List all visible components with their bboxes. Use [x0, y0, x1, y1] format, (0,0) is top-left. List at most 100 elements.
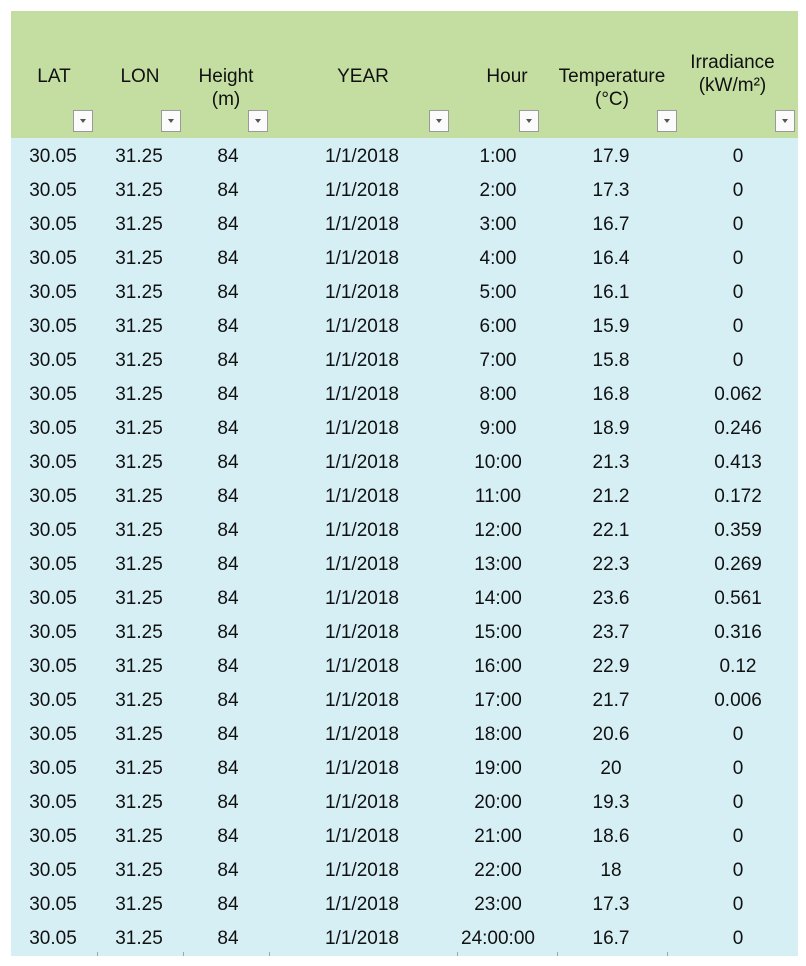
cell-hour[interactable]: 15:00: [474, 622, 522, 643]
cell-irradiance[interactable]: 0: [732, 894, 744, 915]
cell-lon[interactable]: 31.25: [115, 622, 163, 643]
cell-irradiance[interactable]: 0.12: [719, 656, 757, 677]
cell-temperature[interactable]: 18.6: [592, 826, 630, 847]
cell-hour[interactable]: 6:00: [479, 316, 517, 337]
cell-irradiance[interactable]: 0: [732, 724, 744, 745]
cell-lat[interactable]: 30.05: [29, 452, 77, 473]
filter-dropdown-icon[interactable]: [161, 110, 181, 132]
cell-temperature[interactable]: 22.1: [592, 520, 630, 541]
cell-height[interactable]: 84: [217, 826, 239, 847]
cell-year[interactable]: 1/1/2018: [325, 792, 399, 813]
cell-lon[interactable]: 31.25: [115, 588, 163, 609]
cell-temperature[interactable]: 22.9: [592, 656, 630, 677]
cell-irradiance[interactable]: 0: [732, 146, 744, 167]
cell-lon[interactable]: 31.25: [115, 180, 163, 201]
cell-height[interactable]: 84: [217, 860, 239, 881]
cell-height[interactable]: 84: [217, 316, 239, 337]
cell-hour[interactable]: 24:00:00: [461, 928, 535, 949]
cell-hour[interactable]: 7:00: [479, 350, 517, 371]
cell-lon[interactable]: 31.25: [115, 316, 163, 337]
cell-height[interactable]: 84: [217, 928, 239, 949]
cell-lat[interactable]: 30.05: [29, 350, 77, 371]
cell-temperature[interactable]: 21.7: [592, 690, 630, 711]
filter-dropdown-icon[interactable]: [73, 110, 93, 132]
cell-lat[interactable]: 30.05: [29, 690, 77, 711]
cell-lon[interactable]: 31.25: [115, 486, 163, 507]
cell-irradiance[interactable]: 0: [732, 282, 744, 303]
cell-year[interactable]: 1/1/2018: [325, 622, 399, 643]
cell-year[interactable]: 1/1/2018: [325, 384, 399, 405]
cell-lon[interactable]: 31.25: [115, 554, 163, 575]
cell-year[interactable]: 1/1/2018: [325, 180, 399, 201]
cell-irradiance[interactable]: 0: [732, 792, 744, 813]
cell-year[interactable]: 1/1/2018: [325, 554, 399, 575]
cell-height[interactable]: 84: [217, 724, 239, 745]
cell-lat[interactable]: 30.05: [29, 146, 77, 167]
cell-lon[interactable]: 31.25: [115, 282, 163, 303]
cell-irradiance[interactable]: 0.316: [714, 622, 762, 643]
cell-irradiance[interactable]: 0: [732, 758, 744, 779]
cell-year[interactable]: 1/1/2018: [325, 588, 399, 609]
cell-temperature[interactable]: 17.9: [592, 146, 630, 167]
cell-lat[interactable]: 30.05: [29, 758, 77, 779]
cell-lat[interactable]: 30.05: [29, 928, 77, 949]
cell-lon[interactable]: 31.25: [115, 792, 163, 813]
cell-irradiance[interactable]: 0: [732, 180, 744, 201]
cell-year[interactable]: 1/1/2018: [325, 826, 399, 847]
cell-height[interactable]: 84: [217, 588, 239, 609]
cell-irradiance[interactable]: 0: [732, 248, 744, 269]
cell-lon[interactable]: 31.25: [115, 690, 163, 711]
cell-temperature[interactable]: 18: [600, 860, 622, 881]
cell-hour[interactable]: 18:00: [474, 724, 522, 745]
cell-temperature[interactable]: 20: [600, 758, 622, 779]
cell-hour[interactable]: 1:00: [479, 146, 517, 167]
cell-lon[interactable]: 31.25: [115, 418, 163, 439]
cell-year[interactable]: 1/1/2018: [325, 860, 399, 881]
cell-lon[interactable]: 31.25: [115, 452, 163, 473]
cell-year[interactable]: 1/1/2018: [325, 146, 399, 167]
cell-height[interactable]: 84: [217, 384, 239, 405]
cell-height[interactable]: 84: [217, 622, 239, 643]
filter-dropdown-icon[interactable]: [429, 110, 449, 132]
cell-height[interactable]: 84: [217, 554, 239, 575]
cell-lat[interactable]: 30.05: [29, 792, 77, 813]
cell-hour[interactable]: 3:00: [479, 214, 517, 235]
cell-temperature[interactable]: 23.6: [592, 588, 630, 609]
cell-lat[interactable]: 30.05: [29, 486, 77, 507]
cell-hour[interactable]: 12:00: [474, 520, 522, 541]
cell-lat[interactable]: 30.05: [29, 520, 77, 541]
cell-hour[interactable]: 20:00: [474, 792, 522, 813]
cell-hour[interactable]: 13:00: [474, 554, 522, 575]
cell-height[interactable]: 84: [217, 758, 239, 779]
cell-irradiance[interactable]: 0.269: [714, 554, 762, 575]
cell-temperature[interactable]: 15.9: [592, 316, 630, 337]
cell-lon[interactable]: 31.25: [115, 894, 163, 915]
cell-lat[interactable]: 30.05: [29, 248, 77, 269]
cell-height[interactable]: 84: [217, 282, 239, 303]
cell-temperature[interactable]: 17.3: [592, 894, 630, 915]
cell-lon[interactable]: 31.25: [115, 146, 163, 167]
cell-hour[interactable]: 14:00: [474, 588, 522, 609]
cell-lon[interactable]: 31.25: [115, 928, 163, 949]
cell-irradiance[interactable]: 0.246: [714, 418, 762, 439]
filter-dropdown-icon[interactable]: [775, 110, 795, 132]
cell-height[interactable]: 84: [217, 520, 239, 541]
cell-temperature[interactable]: 18.9: [592, 418, 630, 439]
cell-temperature[interactable]: 16.4: [592, 248, 630, 269]
cell-irradiance[interactable]: 0.359: [714, 520, 762, 541]
cell-hour[interactable]: 9:00: [479, 418, 517, 439]
cell-irradiance[interactable]: 0: [732, 928, 744, 949]
cell-lat[interactable]: 30.05: [29, 180, 77, 201]
cell-year[interactable]: 1/1/2018: [325, 418, 399, 439]
cell-height[interactable]: 84: [217, 452, 239, 473]
cell-irradiance[interactable]: 0.006: [714, 690, 762, 711]
cell-hour[interactable]: 21:00: [474, 826, 522, 847]
cell-lon[interactable]: 31.25: [115, 758, 163, 779]
cell-lat[interactable]: 30.05: [29, 282, 77, 303]
cell-lat[interactable]: 30.05: [29, 860, 77, 881]
cell-year[interactable]: 1/1/2018: [325, 282, 399, 303]
cell-year[interactable]: 1/1/2018: [325, 486, 399, 507]
cell-lon[interactable]: 31.25: [115, 656, 163, 677]
cell-height[interactable]: 84: [217, 214, 239, 235]
cell-irradiance[interactable]: 0.561: [714, 588, 762, 609]
